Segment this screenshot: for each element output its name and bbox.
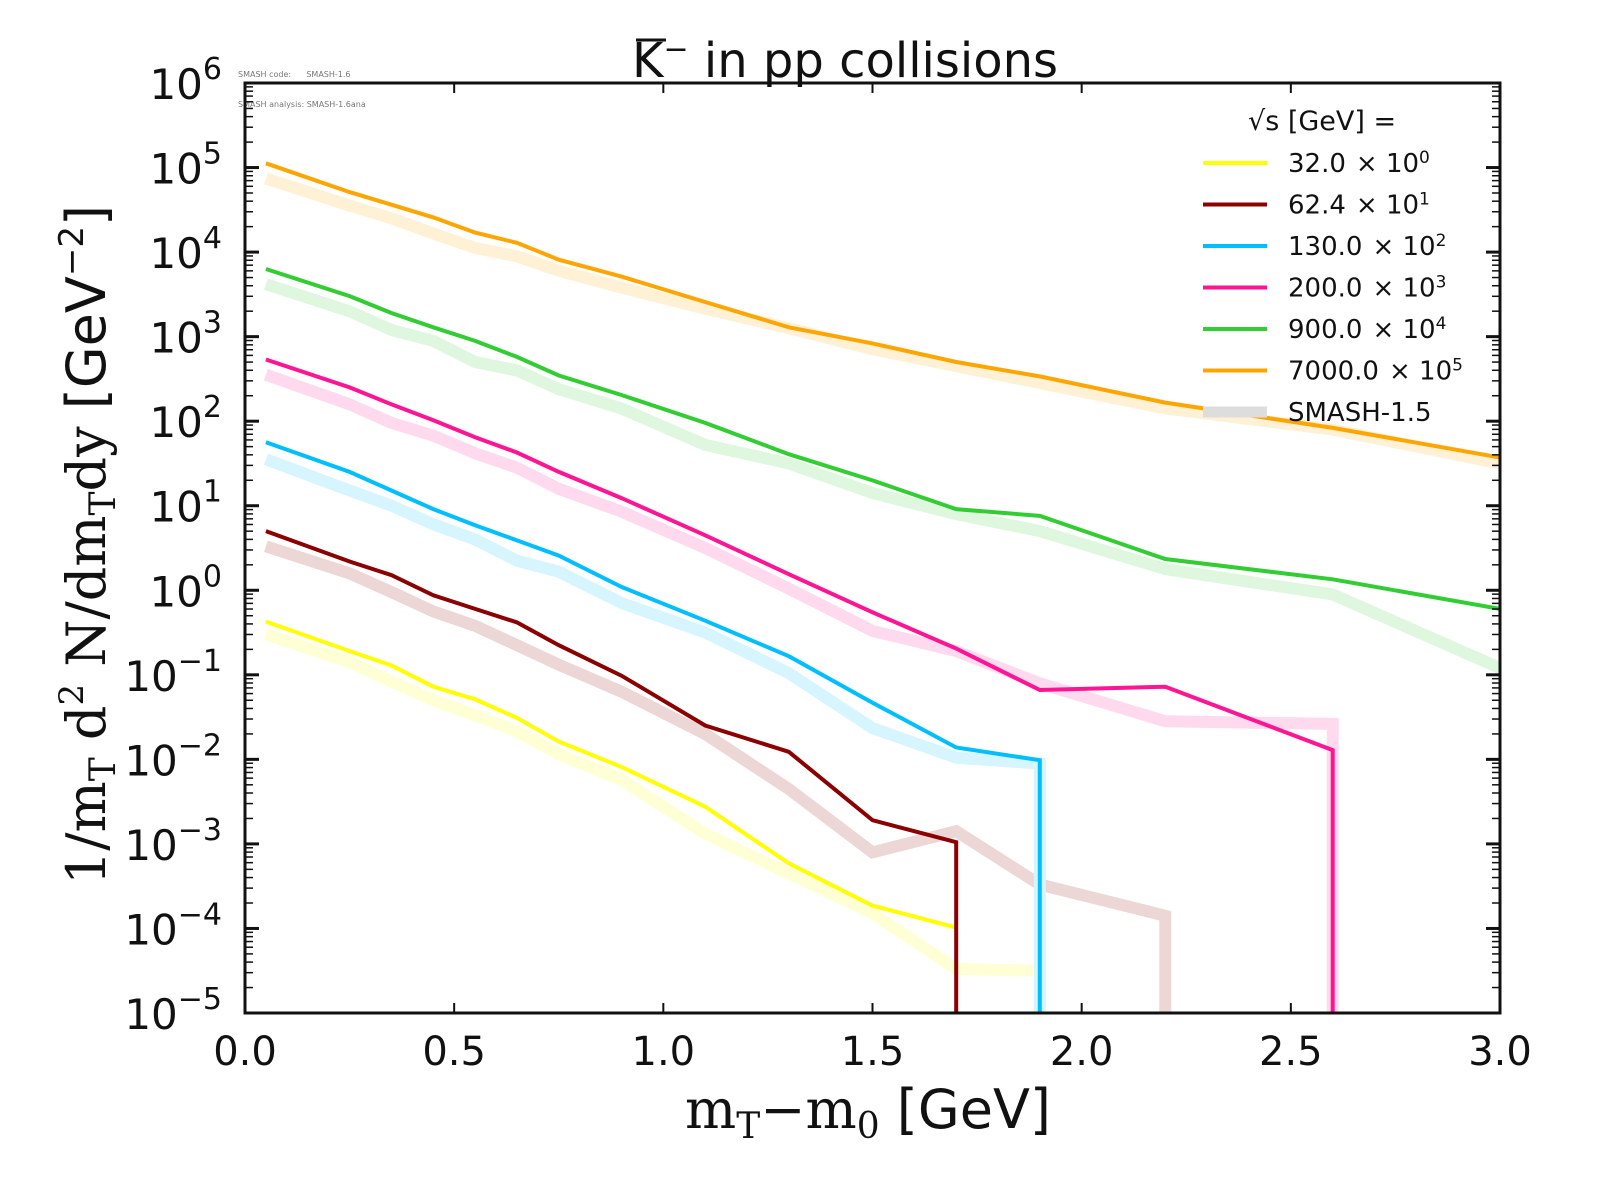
legend-label: 62.4 × 101 <box>1288 190 1430 221</box>
y-tick-label: 10−4 <box>124 897 222 954</box>
series-line-0 <box>265 619 957 930</box>
legend-title: √s [GeV] = <box>1248 106 1396 137</box>
series-line-2 <box>265 440 1042 1013</box>
title-particle: K <box>632 33 665 89</box>
legend-label: SMASH-1.5 <box>1288 398 1432 428</box>
legend-label: 130.0 × 102 <box>1288 231 1446 262</box>
y-tick-label: 104 <box>149 221 222 278</box>
x-axis-label: mT−m0 [GeV] <box>685 1078 1051 1147</box>
y-tick-label: 103 <box>149 306 222 363</box>
legend-label: 200.0 × 103 <box>1288 273 1446 304</box>
x-tick-label: 1.0 <box>632 1029 696 1075</box>
smash-1-5-line-6 <box>264 628 1046 1013</box>
x-tick-label: 0.0 <box>213 1029 277 1075</box>
y-tick-label: 10−3 <box>124 813 222 870</box>
y-tick-label: 105 <box>149 137 222 194</box>
y-axis-label: 1/mT d2 N/dmTdy [GeV−2] <box>52 205 124 885</box>
smash-1-5-line-10 <box>264 278 1500 674</box>
x-tick-label: 2.5 <box>1259 1029 1323 1075</box>
smash-1-5-line-7 <box>264 540 1172 1013</box>
series-line-5 <box>265 161 1500 460</box>
series-line-4 <box>265 267 1500 611</box>
y-tick-label: 10−1 <box>124 644 222 701</box>
chart-title: K− in pp collisions <box>632 32 1058 89</box>
y-tick-label: 10−5 <box>124 982 222 1039</box>
x-tick-label: 1.5 <box>841 1029 905 1075</box>
smash-version-note: SMASH code: SMASH-1.6 SMASH analysis: SM… <box>238 50 366 120</box>
y-tick-label: 102 <box>149 390 222 447</box>
axes: 0.0 0.5 1.0 1.5 2.0 2.5 3.0 106 105 104 103 102 101 1… <box>124 52 1532 1075</box>
legend-label: 7000.0 × 105 <box>1288 356 1463 387</box>
smash-analysis-label: SMASH analysis: SMASH-1.6ana <box>238 100 366 109</box>
smash-1.6-series <box>265 161 1500 1013</box>
y-tick-label: 101 <box>149 475 222 532</box>
smash-1.5-series <box>263 172 1500 1013</box>
smash-code-label: SMASH code: SMASH-1.6 <box>238 70 351 79</box>
series-line-3 <box>265 357 1335 1013</box>
y-tick-label: 100 <box>149 559 222 616</box>
smash-1-5-line-8 <box>263 453 1046 1013</box>
legend: √s [GeV] = 32.0 × 100 62.4 × 101 130.0 × 102 20… <box>1203 106 1463 428</box>
smash-1-5-line-11 <box>264 172 1500 470</box>
title-rest: in pp collisions <box>689 33 1058 89</box>
smash-1-5-line-9 <box>263 369 1339 1013</box>
y-tick-label: 106 <box>149 52 222 109</box>
x-tick-label: 3.0 <box>1468 1029 1532 1075</box>
series-line-1 <box>265 529 959 1013</box>
chart-title-text: K− in pp collisions <box>632 32 1058 89</box>
legend-label: 900.0 × 104 <box>1288 314 1446 345</box>
x-tick-label: 2.0 <box>1050 1029 1114 1075</box>
title-charge: − <box>663 32 688 67</box>
y-tick-label: 10−2 <box>124 728 222 785</box>
plot-frame <box>243 81 1502 1015</box>
x-tick-label: 0.5 <box>422 1029 486 1075</box>
legend-label: 32.0 × 100 <box>1288 148 1430 179</box>
